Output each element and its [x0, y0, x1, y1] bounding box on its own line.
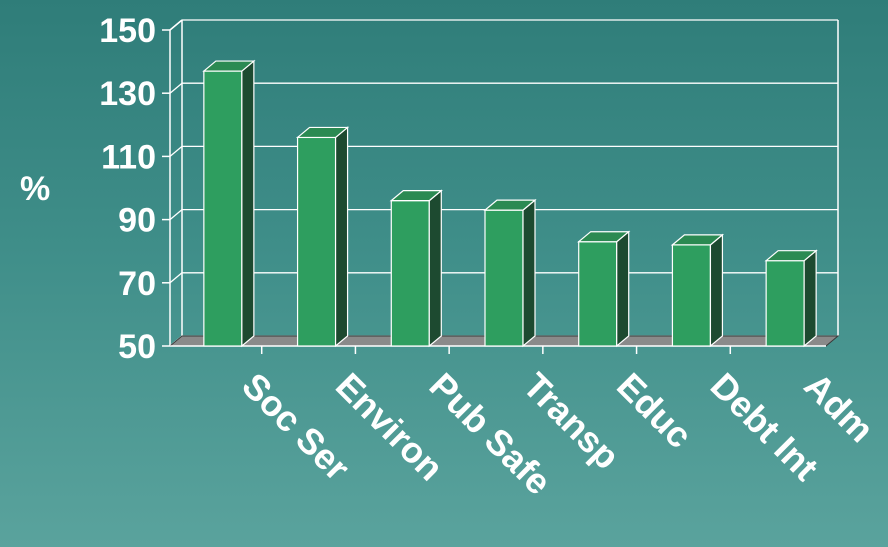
bar-top: [764, 250, 818, 262]
bar-side: [616, 230, 630, 348]
gridline-depth: [169, 209, 183, 221]
bar-side: [334, 126, 349, 348]
gridline-depth: [169, 82, 183, 94]
y-tick-label: 110: [101, 138, 156, 176]
bar: [764, 249, 818, 348]
y-tick-label: 70: [118, 265, 156, 303]
bar-side: [241, 59, 255, 348]
bar-front: [203, 70, 243, 347]
bar-front: [484, 209, 524, 347]
gridline-depth: [169, 272, 183, 284]
bar-front: [296, 136, 337, 347]
bar-top: [389, 190, 443, 202]
bar-top: [202, 60, 256, 72]
bar-top: [670, 234, 725, 246]
gridline-depth: [169, 19, 183, 31]
bar-front: [765, 260, 805, 347]
x-tick-label: Adm: [796, 365, 882, 451]
y-axis-label: %: [20, 170, 50, 208]
bars: [202, 59, 818, 348]
bar: [202, 59, 256, 348]
bar-side: [803, 249, 817, 348]
y-axis-ticks: 50 70 90 110 130 150: [99, 12, 170, 366]
y-tick-label: 130: [99, 75, 156, 113]
y-tick-label: 90: [118, 202, 156, 240]
bar: [577, 230, 631, 348]
y-tick-label: 50: [118, 328, 156, 366]
bar-side: [709, 233, 724, 348]
bar: [670, 233, 725, 348]
gridline-depth: [169, 145, 183, 157]
bar-top: [295, 126, 350, 139]
bar-top: [577, 231, 631, 243]
bar-side: [428, 189, 442, 348]
bar: [295, 126, 350, 348]
bar-side: [522, 198, 536, 348]
bar-top: [483, 199, 537, 211]
bar-front: [578, 241, 618, 347]
bar: [483, 198, 537, 348]
bar-front: [671, 244, 712, 347]
bar-front: [390, 200, 430, 347]
bar: [389, 189, 443, 348]
y-tick-label: 150: [99, 12, 156, 50]
